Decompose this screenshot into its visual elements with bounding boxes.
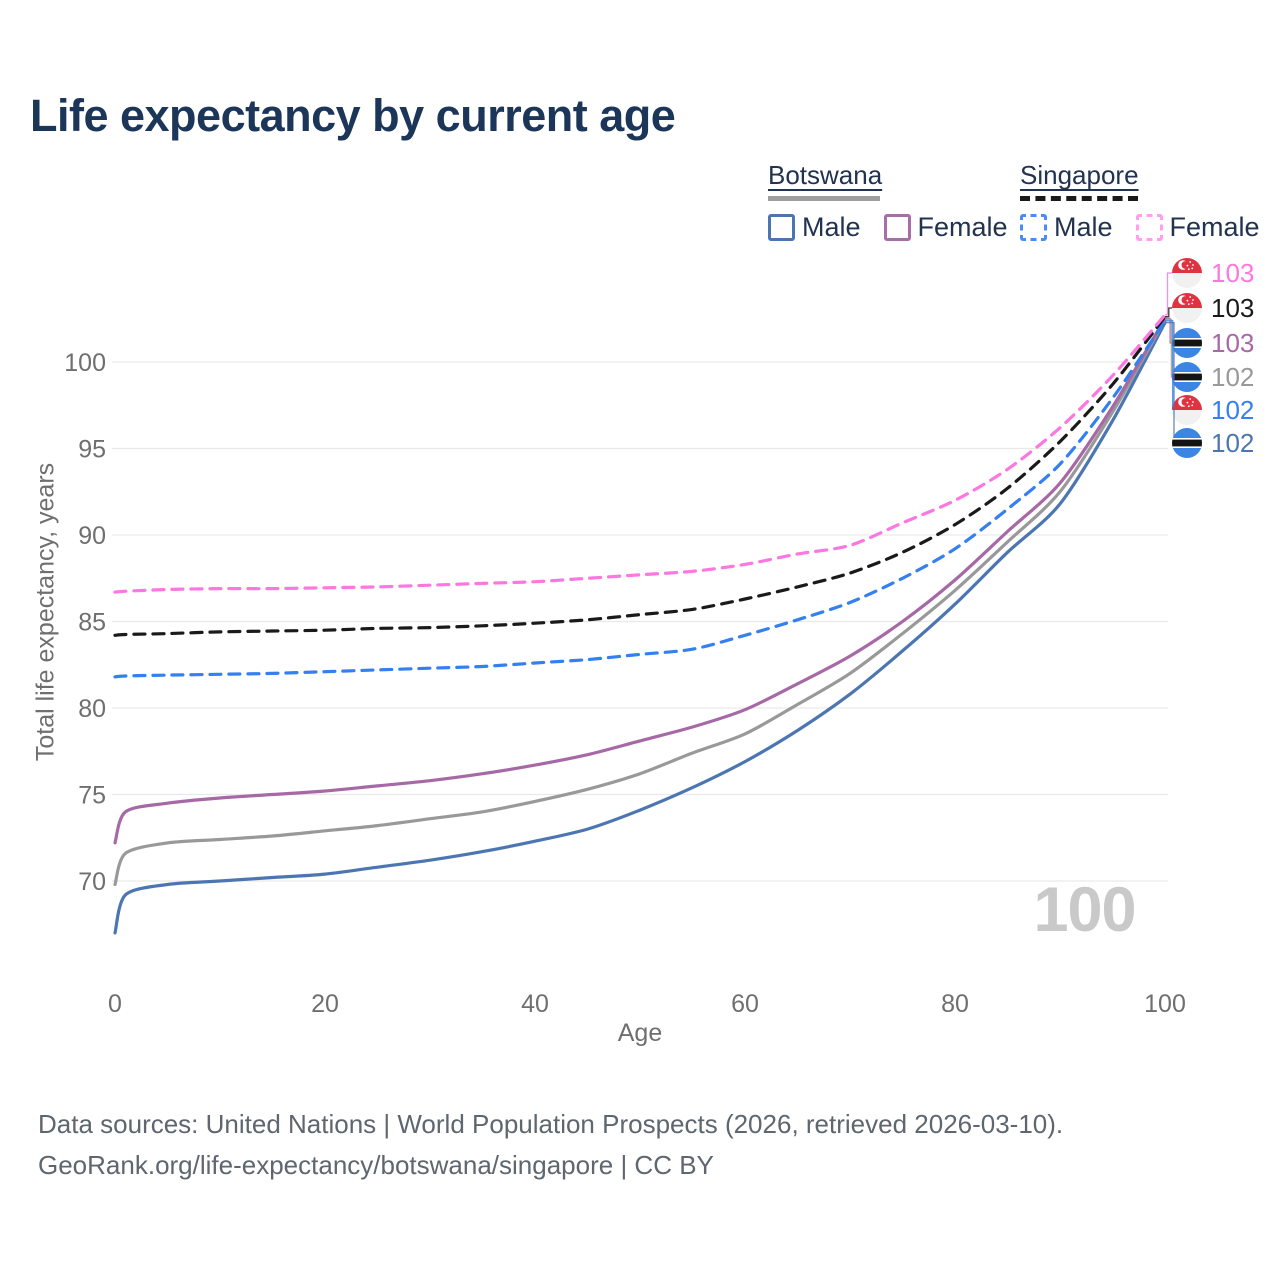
end-label-value: 103 xyxy=(1211,293,1254,323)
legend-checkbox-botswana-male[interactable] xyxy=(768,214,795,241)
end-label-row: 103 xyxy=(1165,258,1254,316)
legend-label-botswana-female[interactable]: Female xyxy=(917,212,1008,242)
series-line-singapore-female xyxy=(113,313,1167,594)
series-line-singapore-male xyxy=(113,319,1167,679)
end-label-connector xyxy=(1165,307,1175,318)
y-tick-label: 75 xyxy=(78,782,106,810)
botswana-flag-icon xyxy=(1172,328,1202,358)
x-tick-label: 0 xyxy=(108,990,122,1018)
singapore-flag-icon xyxy=(1172,293,1202,323)
end-label-value: 102 xyxy=(1211,395,1254,425)
y-tick-label: 95 xyxy=(78,436,106,464)
legend-checkbox-singapore-male[interactable] xyxy=(1020,214,1047,241)
end-label-connector xyxy=(1165,272,1175,316)
end-label-row: 103 xyxy=(1165,293,1254,323)
y-tick-label: 90 xyxy=(78,522,106,550)
y-tick-label: 80 xyxy=(78,695,106,723)
legend-style-bar-singapore-dashed xyxy=(1020,196,1138,201)
end-label-value: 102 xyxy=(1211,428,1254,458)
chart-svg[interactable]: 70 75 80 85 90 95 100 0 20 40 60 80 100 Age 103 103 103 1… xyxy=(0,250,1280,1070)
legend-label-singapore-female[interactable]: Female xyxy=(1169,212,1260,242)
end-label-value: 103 xyxy=(1211,258,1254,288)
legend-group-singapore: Singapore Male Female xyxy=(1020,160,1276,243)
y-tick-label: 100 xyxy=(64,349,106,377)
botswana-flag-icon xyxy=(1172,428,1202,458)
legend-country-botswana[interactable]: Botswana xyxy=(768,160,883,190)
legend-label-singapore-male[interactable]: Male xyxy=(1054,212,1113,242)
x-tick-label: 20 xyxy=(311,990,339,1018)
age-watermark: 100 xyxy=(1033,875,1136,945)
end-label-value: 102 xyxy=(1211,362,1254,392)
singapore-flag-icon xyxy=(1172,395,1202,425)
footer: Data sources: United Nations | World Pop… xyxy=(38,1104,1063,1186)
end-label-row: 103 xyxy=(1165,317,1254,358)
series-line-botswana-female xyxy=(113,316,1167,845)
legend-label-botswana-male[interactable]: Male xyxy=(802,212,861,242)
legend-group-botswana: Botswana Male Female xyxy=(768,160,1024,243)
x-tick-label: 100 xyxy=(1144,990,1186,1018)
x-tick-label: 80 xyxy=(941,990,969,1018)
x-tick-label: 40 xyxy=(521,990,549,1018)
legend-checkbox-botswana-female[interactable] xyxy=(883,214,911,241)
end-label-value: 103 xyxy=(1211,328,1254,358)
botswana-flag-icon xyxy=(1172,362,1202,392)
series-line-singapore-total xyxy=(113,315,1167,637)
legend-style-bar-botswana-solid xyxy=(768,196,880,201)
page-title: Life expectancy by current age xyxy=(30,90,676,141)
series-line-botswana-total xyxy=(113,318,1167,887)
y-tick-label: 85 xyxy=(78,609,106,637)
footer-sources: Data sources: United Nations | World Pop… xyxy=(38,1109,1064,1139)
legend-checkbox-singapore-female[interactable] xyxy=(1135,214,1163,241)
singapore-flag-icon xyxy=(1172,258,1202,288)
legend-country-singapore[interactable]: Singapore xyxy=(1020,160,1139,190)
end-label-row: 102 xyxy=(1165,321,1254,458)
y-tick-label: 70 xyxy=(78,868,106,896)
end-label-row: 102 xyxy=(1165,318,1254,392)
x-tick-label: 60 xyxy=(731,990,759,1018)
x-axis-title: Age xyxy=(618,1019,662,1047)
footer-attribution: GeoRank.org/life-expectancy/botswana/sin… xyxy=(38,1150,714,1180)
series-line-botswana-male xyxy=(113,321,1167,935)
